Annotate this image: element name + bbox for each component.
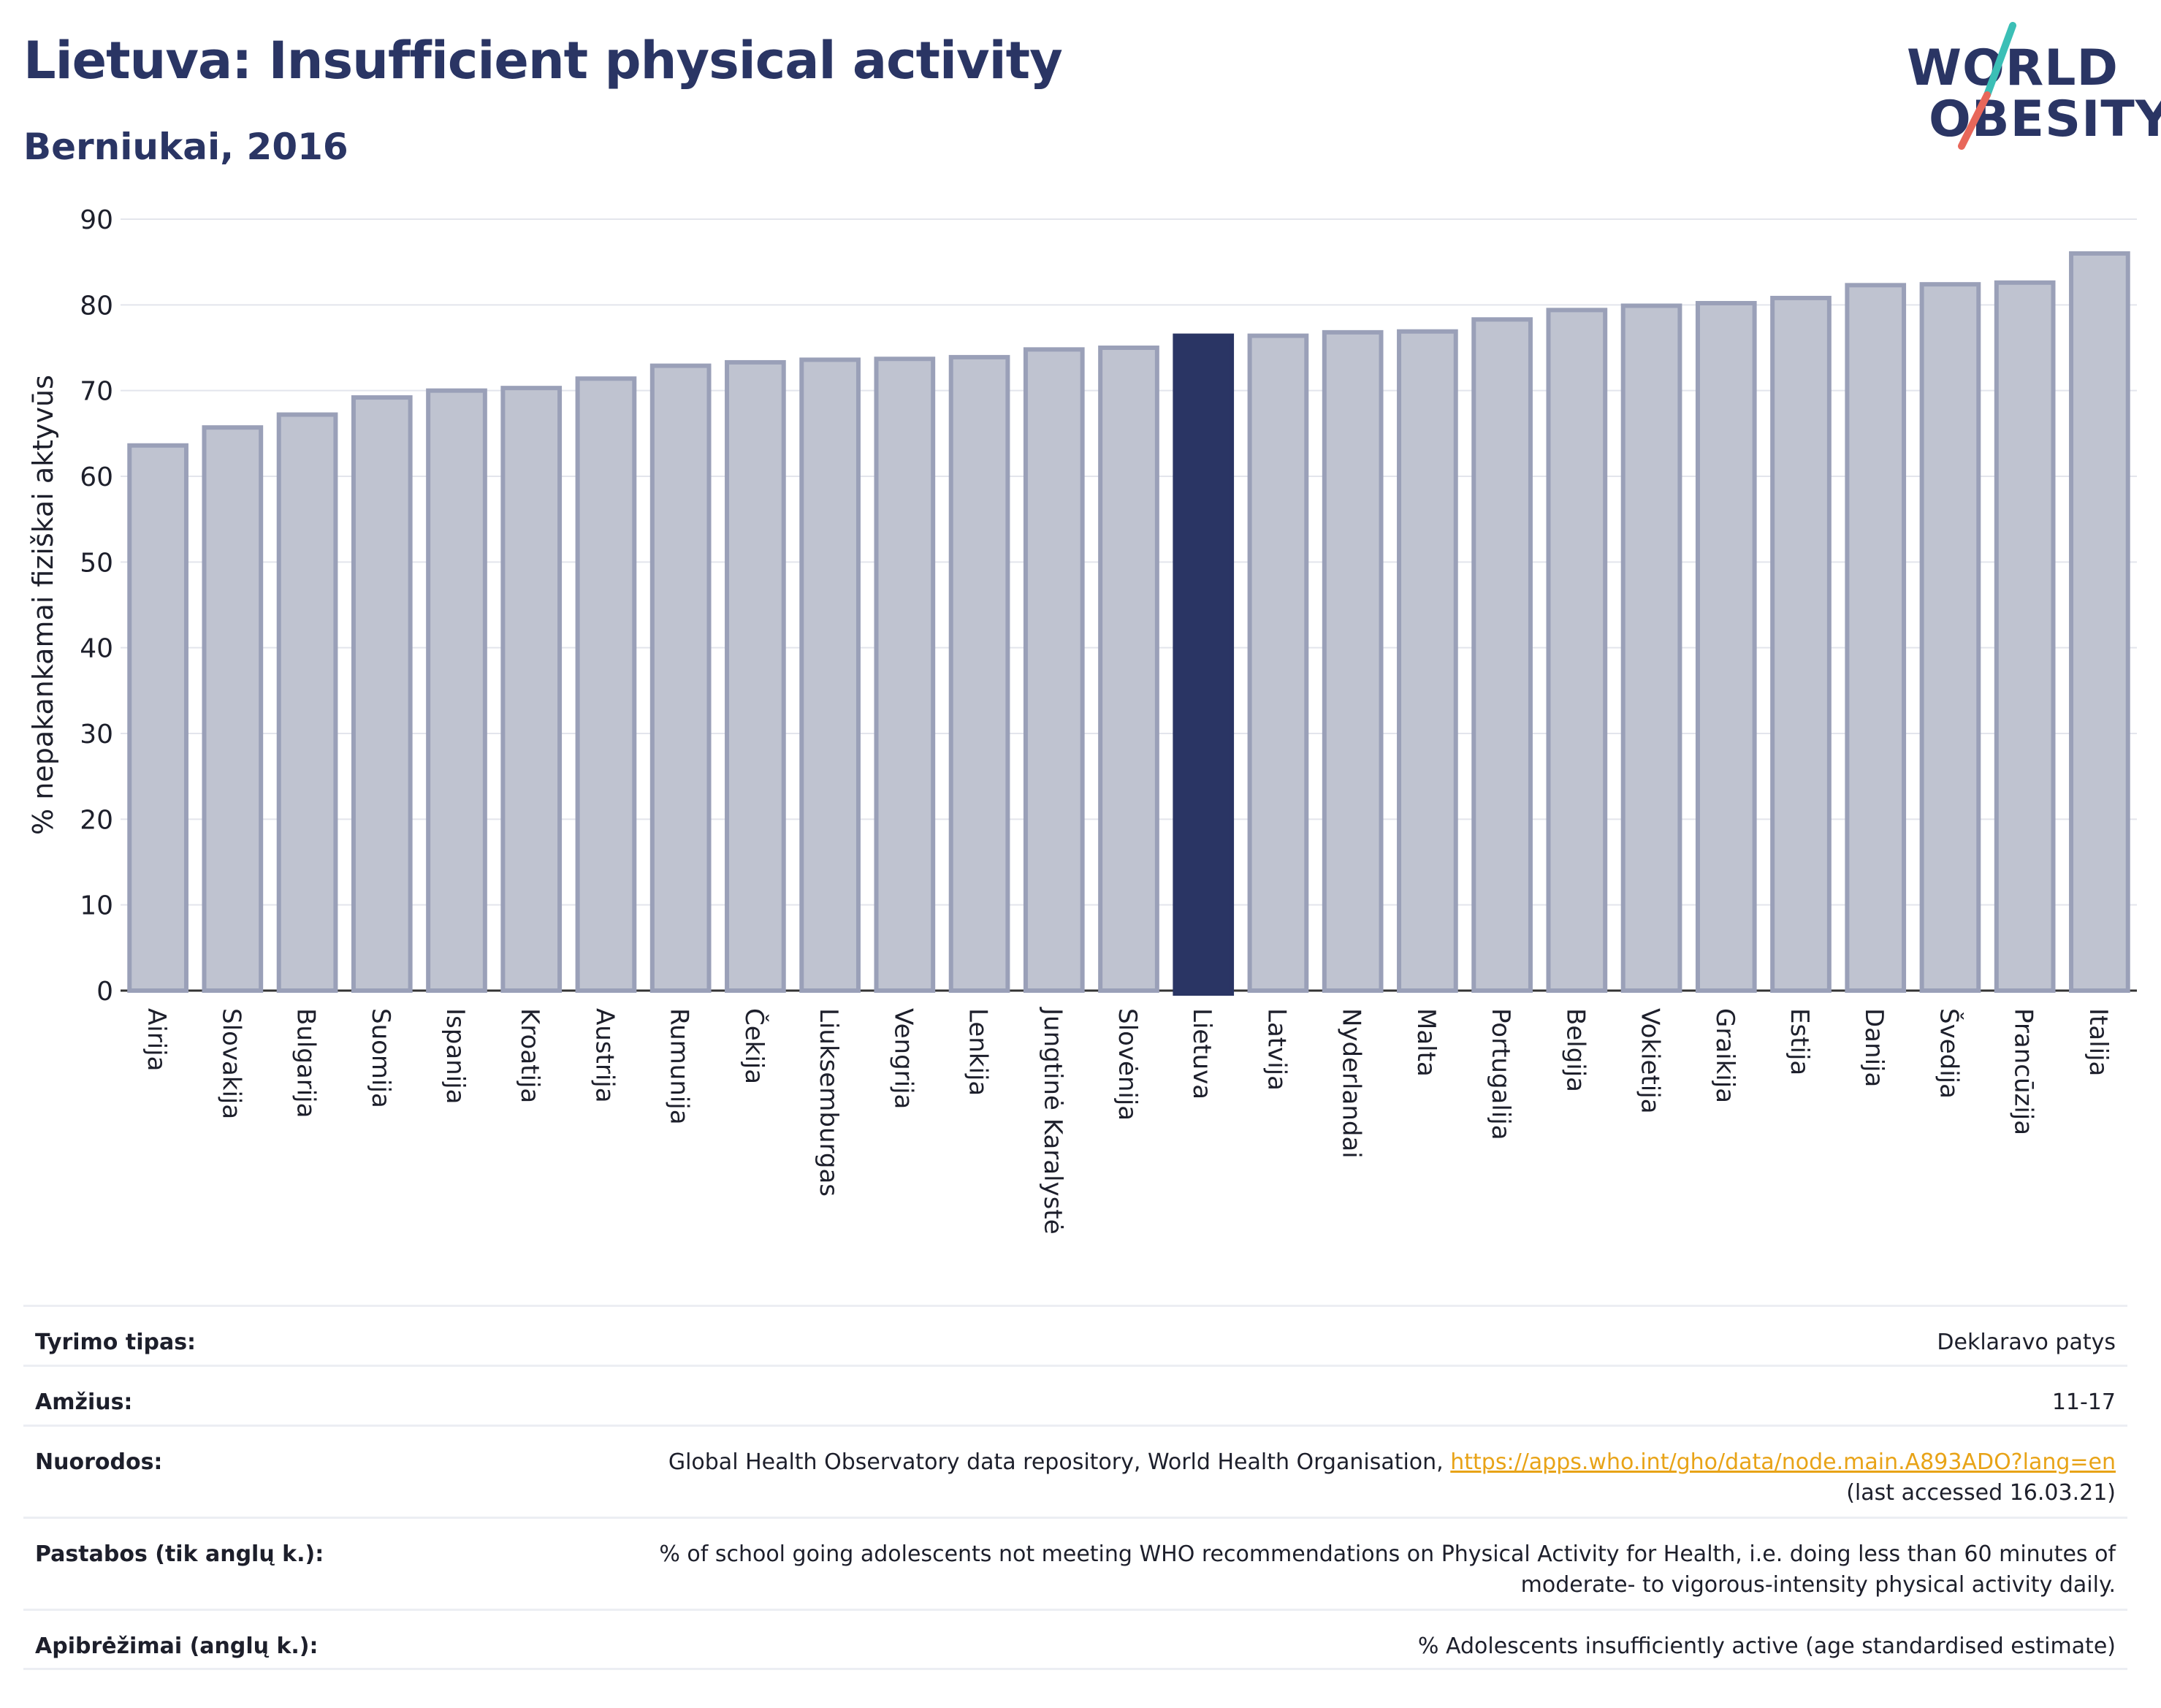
bar	[1546, 308, 1608, 993]
bar	[575, 376, 637, 993]
info-row-references: Nuorodos: Global Health Observatory data…	[23, 1425, 2127, 1517]
info-row-notes: Pastabos (tik anglų k.): % of school goi…	[23, 1517, 2127, 1609]
info-value: % of school going adolescents not meetin…	[659, 1539, 2116, 1601]
info-value: Deklaravo patys	[1937, 1330, 2116, 1355]
x-tick-label: Kroatija	[515, 1008, 544, 1103]
info-row-age: Amžius: 11-17	[23, 1365, 2127, 1425]
bar	[426, 388, 487, 993]
x-tick-label: Prancūzija	[2009, 1008, 2038, 1135]
world-obesity-logo: WORLD OBESITY	[1899, 22, 2161, 153]
bar	[1322, 329, 1384, 993]
x-tick-label: Vokietija	[1636, 1008, 1665, 1114]
x-tick-label: Portugalija	[1486, 1008, 1515, 1140]
info-table: Tyrimo tipas: Deklaravo patys Amžius: 11…	[23, 1305, 2127, 1670]
x-tick-label: Švedija	[1934, 1008, 1964, 1099]
logo-slash-icon	[1958, 22, 2016, 150]
y-tick-label: 70	[80, 377, 113, 407]
x-tick-label: Nyderlandai	[1337, 1008, 1366, 1159]
y-tick-label: 20	[80, 805, 113, 835]
bar	[725, 359, 786, 994]
y-axis-ticks: 0 10 20 30 40 50 60 70 80 90	[80, 205, 113, 1007]
x-tick-label: Slovakija	[216, 1008, 245, 1119]
bar-highlighted	[1173, 333, 1235, 996]
notes-line2: moderate- to vigorous-intensity physical…	[1520, 1572, 2116, 1598]
x-tick-label: Graikija	[1710, 1008, 1739, 1103]
x-tick-label: Ispanija	[441, 1008, 470, 1104]
bar	[948, 354, 1010, 993]
bar	[1397, 329, 1458, 993]
reference-accessed: (last accessed 16.03.21)	[1846, 1480, 2116, 1506]
x-tick-label: Suomija	[366, 1008, 395, 1108]
info-label: Nuorodos:	[35, 1449, 163, 1475]
x-tick-label: Lietuva	[1187, 1008, 1216, 1099]
bar	[276, 412, 338, 993]
info-row-definitions: Apibrėžimai (anglų k.): % Adolescents in…	[23, 1609, 2127, 1670]
logo-line1: WORLD	[1907, 39, 2119, 97]
x-tick-label: Italija	[2084, 1008, 2113, 1076]
x-tick-label: Malta	[1411, 1008, 1441, 1077]
bar	[351, 395, 413, 993]
y-tick-label: 40	[80, 634, 113, 664]
info-row-survey-type: Tyrimo tipas: Deklaravo patys	[23, 1305, 2127, 1365]
bar	[500, 386, 563, 993]
bar	[1695, 300, 1757, 993]
page-title: Lietuva: Insufficient physical activity	[23, 31, 1063, 91]
y-tick-label: 10	[80, 891, 113, 921]
notes-line1: % of school going adolescents not meetin…	[659, 1541, 2116, 1567]
info-value: % Adolescents insufficiently active (age…	[1417, 1633, 2116, 1659]
bar	[1023, 347, 1085, 993]
x-tick-label: Estija	[1785, 1008, 1814, 1075]
bar	[2069, 251, 2130, 993]
bar	[1620, 303, 1682, 994]
reference-text: Global Health Observatory data repositor…	[668, 1449, 1444, 1475]
bar	[649, 363, 712, 993]
x-tick-label: Slovėnija	[1113, 1008, 1142, 1121]
info-value: Global Health Observatory data repositor…	[668, 1447, 2116, 1509]
bar	[874, 357, 936, 993]
bar	[127, 443, 188, 993]
x-tick-label: Danija	[1859, 1008, 1889, 1087]
y-tick-label: 30	[80, 720, 113, 750]
y-tick-label: 90	[80, 205, 113, 235]
y-tick-label: 80	[80, 291, 113, 321]
x-tick-label: Austrija	[590, 1008, 619, 1103]
x-axis-ticks: Airija Slovakija Bulgarija Suomija Ispanija K…	[142, 1007, 2113, 1235]
y-tick-label: 50	[80, 548, 113, 578]
chart-bars	[127, 251, 2130, 996]
x-tick-label: Lenkija	[964, 1008, 993, 1096]
info-label: Pastabos (tik anglų k.):	[35, 1541, 324, 1567]
info-value: 11-17	[2051, 1389, 2116, 1415]
x-tick-label: Čekija	[739, 1008, 769, 1084]
bar	[202, 425, 264, 993]
bar-chart: 0 10 20 30 40 50 60 70 80 90 Airija Slovakija Bulga…	[27, 205, 2137, 1235]
y-tick-label: 60	[80, 462, 113, 492]
bar	[1994, 280, 2056, 994]
bar	[1770, 295, 1832, 994]
x-tick-label: Bulgarija	[291, 1008, 321, 1118]
bar	[1845, 283, 1907, 993]
x-tick-label: Liuksemburgas	[814, 1008, 843, 1197]
reference-link[interactable]: https://apps.who.int/gho/data/node.main.…	[1450, 1449, 2116, 1475]
y-axis-label: % nepakankamai fiziškai aktyvūs	[27, 375, 59, 835]
bar	[1919, 282, 1981, 993]
page-subtitle: Berniukai, 2016	[23, 126, 348, 168]
x-tick-label: Jungtinė Karalystė	[1038, 1007, 1067, 1235]
info-label: Apibrėžimai (anglų k.):	[35, 1633, 319, 1659]
bar	[1247, 333, 1309, 994]
info-label: Amžius:	[35, 1389, 133, 1415]
info-label: Tyrimo tipas:	[35, 1330, 197, 1355]
x-tick-label: Belgija	[1560, 1008, 1590, 1092]
x-tick-label: Airija	[142, 1008, 171, 1071]
x-tick-label: Latvija	[1262, 1008, 1291, 1091]
bar	[1098, 346, 1159, 993]
x-tick-label: Rumunija	[665, 1008, 694, 1125]
x-tick-label: Vengrija	[888, 1008, 918, 1109]
bar	[799, 357, 861, 993]
y-tick-label: 0	[96, 977, 113, 1007]
bar	[1471, 317, 1533, 993]
